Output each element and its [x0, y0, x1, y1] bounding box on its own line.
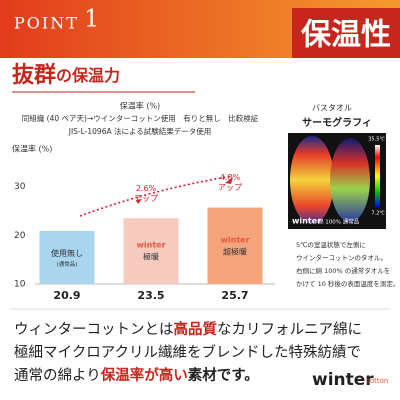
annotation-text: アップ — [134, 194, 158, 203]
trend-arrow — [79, 175, 233, 217]
value-label: 25.7 — [221, 289, 248, 302]
body-highlight: 保温率が高い — [100, 366, 188, 384]
thermo-left — [290, 136, 334, 224]
brand-logo: winter — [312, 370, 374, 390]
thermo-caption: 右側に綿 100% の通常タオルを — [296, 266, 390, 275]
thermo-min: 7.2℃ — [371, 211, 385, 217]
thermo-label: バスタオル — [312, 104, 352, 113]
thermo-right — [330, 138, 370, 222]
value-label: 20.9 — [53, 289, 80, 302]
category-label: 極暖 — [143, 252, 159, 262]
bar — [39, 230, 95, 284]
thermo-scale — [375, 145, 380, 207]
value-label: 23.5 — [137, 289, 164, 302]
body-text: 素材です。 — [188, 366, 259, 384]
body-text: ウィンターコットンとは — [14, 321, 174, 338]
body-text: 通常の綿より — [14, 367, 101, 384]
thermo-logo: winter — [292, 217, 321, 226]
bar — [207, 207, 263, 284]
category-label: 超極暖 — [223, 246, 247, 256]
point-label: POINT — [14, 14, 79, 33]
chart-subtitle: 同組織 (40 ペア天)→ウインターコットン使用 有りと無し 比較検証 — [22, 113, 259, 123]
category-note: (通常品) — [57, 260, 78, 268]
thermo-title: サーモグラフィ — [302, 116, 372, 129]
header-badge-bg — [292, 8, 400, 58]
body-highlight: 高品質 — [174, 320, 218, 338]
thermo-caption: 5℃の室温状態で左側に — [296, 240, 366, 249]
thermo-max: 35.5℃ — [368, 137, 385, 143]
body-text: なカリフォルニア綿に — [217, 321, 362, 338]
heading-rest: の保温力 — [56, 66, 120, 85]
bar — [123, 218, 179, 284]
chart-subtitle: JIS-L-1096A 法による試験結果データ使用 — [68, 126, 212, 136]
body-text: 極細マイクロアクリル繊維をブレンドした特殊紡績で — [14, 343, 361, 361]
annotation-value: 2.6% — [136, 184, 157, 193]
y-tick-label: 10 — [14, 280, 26, 290]
brand-logo-sub: cotton — [366, 377, 388, 385]
bar-logo: winter — [136, 241, 165, 250]
body-line: ウィンターコットンとは高品質なカリフォルニア綿に — [14, 320, 362, 338]
chart-title: 保温率 (%) — [120, 101, 160, 111]
y-tick-label: 20 — [14, 231, 26, 241]
heading: 抜群の保温力 — [12, 62, 120, 88]
point-number: 1 — [84, 5, 99, 33]
category-label: 使用無し — [51, 248, 83, 258]
thermo-right-label: 綿 100% 通常品 — [318, 218, 360, 226]
body-line: 極細マイクロアクリル繊維をブレンドした特殊紡績で — [14, 343, 361, 361]
annotation-value: 4.8% — [220, 173, 241, 182]
heading-strong: 抜群 — [12, 62, 56, 88]
bar-logo: winter — [220, 235, 249, 244]
body-line: 通常の綿より保温率が高い素材です。 — [14, 366, 259, 384]
annotation-text: アップ — [218, 183, 242, 192]
header-badge: 保温性 — [301, 18, 391, 53]
thermo-caption: かけて 10 秒後の表面温度を測定。 — [296, 279, 399, 288]
thermo-caption: ウインターコットンのタオル。 — [296, 253, 387, 262]
y-axis-label: 保温率 (%) — [12, 144, 52, 154]
y-tick-label: 30 — [14, 182, 26, 192]
